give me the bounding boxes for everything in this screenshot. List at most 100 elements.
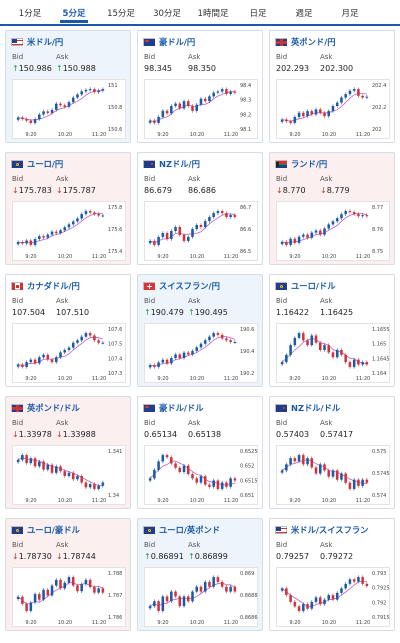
- rate-card[interactable]: NZドル/円 Bid Ask 86.679 86.686 86.7 86.6 86.5 9:20…: [137, 152, 263, 265]
- pair-name[interactable]: NZドル/ドル: [291, 403, 341, 413]
- ask-price: 0.65138: [188, 430, 222, 439]
- candle: [33, 117, 37, 125]
- candle: [195, 103, 199, 113]
- pair-name[interactable]: NZドル/円: [159, 159, 200, 169]
- candle: [361, 94, 364, 100]
- candle: [93, 210, 96, 216]
- x-tick-label: 11:20: [356, 254, 370, 260]
- rate-card[interactable]: 米ドル/円 Bid Ask ↑150.986 ↑150.988 151 150.8 150.6…: [5, 30, 131, 143]
- x-tick-label: 9:20: [157, 376, 168, 382]
- pair-name[interactable]: 豪ドル/円: [159, 37, 196, 47]
- pair-name[interactable]: ユーロ/ドル: [291, 281, 336, 291]
- y-tick-label: 0.574: [372, 493, 386, 499]
- candle: [29, 118, 33, 125]
- rate-card[interactable]: NZドル/ドル Bid Ask 0.57403 0.57417 0.575 0.5745 0.…: [269, 396, 395, 509]
- rate-card[interactable]: 米ドル/スイスフラン Bid Ask 0.79257 0.79272 0.793 0.792…: [269, 518, 395, 631]
- bid-label: Bid: [144, 541, 156, 549]
- pair-name[interactable]: 米ドル/円: [27, 37, 64, 47]
- ask-value: ↓1.78744: [56, 552, 96, 561]
- card-header: 米ドル/円: [11, 36, 63, 48]
- candle: [323, 226, 326, 237]
- chart-canvas: 1.341 1.34 9:20 10:20 11:20: [16, 449, 122, 504]
- y-tick-label: 1.788: [108, 571, 122, 577]
- candlestick-chart[interactable]: 1.1655 1.165 1.1645 1.164 9:20 10:20 11:20: [276, 323, 390, 383]
- rate-card[interactable]: スイスフラン/円 Bid Ask ↑190.479 ↑190.495 190.6 190.4…: [137, 274, 263, 387]
- pair-name[interactable]: 英ポンド/円: [291, 37, 336, 47]
- candle: [63, 469, 67, 478]
- candlestick-chart[interactable]: 0.575 0.5745 0.574 9:20 10:20 11:20: [276, 445, 390, 505]
- candlestick-chart[interactable]: 8.77 8.76 8.75 9:20 10:20 11:20: [276, 201, 390, 261]
- candlestick-chart[interactable]: 1.341 1.34 9:20 10:20 11:20: [12, 445, 126, 505]
- tab-weekly[interactable]: 週足: [295, 9, 313, 19]
- y-tick-label: 86.7: [240, 205, 251, 211]
- candle: [25, 453, 28, 465]
- x-tick-label: 9:20: [157, 498, 168, 504]
- x-tick-label: 11:20: [356, 498, 370, 504]
- bid-price: 0.57403: [276, 430, 310, 439]
- candle: [182, 350, 186, 360]
- y-tick-label: 150.8: [108, 105, 122, 111]
- candlestick-chart[interactable]: 175.8 175.6 175.4 9:20 10:20 11:20: [12, 201, 126, 261]
- candlestick-chart[interactable]: 1.788 1.787 1.786 9:20 10:20 11:20: [12, 567, 126, 627]
- candlestick-chart[interactable]: 202.4 202.2 202 9:20 10:20 11:20: [276, 79, 390, 139]
- ask-price: 1.78744: [62, 552, 96, 561]
- tab-monthly[interactable]: 月足: [341, 9, 359, 19]
- bid-label: Bid: [12, 419, 24, 427]
- candle: [318, 228, 322, 237]
- pair-name[interactable]: ユーロ/円: [27, 159, 64, 169]
- pair-name[interactable]: 米ドル/スイスフラン: [291, 525, 369, 535]
- candle: [84, 480, 88, 490]
- candlestick-chart[interactable]: 0.793 0.7925 0.792 0.7915 9:20 10:20 11:20: [276, 567, 390, 627]
- candle: [314, 333, 318, 345]
- candlestick-chart[interactable]: 86.7 86.6 86.5 9:20 10:20 11:20: [144, 201, 258, 261]
- rate-card[interactable]: ユーロ/ドル Bid Ask 1.16422 1.16425 1.1655 1.165 1.1…: [269, 274, 395, 387]
- candlestick-chart[interactable]: 0.6525 0.652 0.6515 0.651 9:20 10:20 11:20: [144, 445, 258, 505]
- candlestick-chart[interactable]: 0.869 0.8688 0.8686 9:20 10:20 11:20: [144, 567, 258, 627]
- pair-name[interactable]: ランド/円: [291, 159, 328, 169]
- candle: [306, 338, 309, 347]
- rate-card[interactable]: ユーロ/英ポンド Bid Ask ↑0.86891 ↑0.86899 0.869 0.868…: [137, 518, 263, 631]
- rate-card[interactable]: カナダドル/円 Bid Ask 107.504 107.510 107.6 107.5 107…: [5, 274, 131, 387]
- candle: [50, 229, 54, 237]
- pair-name[interactable]: ユーロ/豪ドル: [27, 525, 80, 535]
- tab-30min[interactable]: 30分足: [153, 9, 181, 19]
- moving-average-line: [149, 460, 235, 486]
- candlestick-chart[interactable]: 107.6 107.5 107.4 107.3 9:20 10:20 11:20: [12, 323, 126, 383]
- tab-1hour[interactable]: 1時間足: [197, 9, 229, 19]
- rate-card[interactable]: 豪ドル/ドル Bid Ask 0.65134 0.65138 0.6525 0.652 0.6…: [137, 396, 263, 509]
- y-tick-label: 175.8: [108, 205, 122, 211]
- tab-15min[interactable]: 15分足: [107, 9, 135, 19]
- candle: [340, 471, 343, 482]
- tab-5min[interactable]: 5分足: [52, 7, 96, 23]
- card-header: ユーロ/豪ドル: [11, 524, 80, 536]
- candlestick-chart[interactable]: 190.6 190.4 190.2 9:20 10:20 11:20: [144, 323, 258, 383]
- candle: [297, 111, 301, 119]
- candle: [225, 87, 228, 96]
- rate-card[interactable]: 英ポンド/円 Bid Ask 202.293 202.300 202.4 202.2 202 9…: [269, 30, 395, 143]
- gb-flag: [11, 404, 23, 412]
- candle: [340, 95, 343, 105]
- candle: [186, 594, 190, 604]
- pair-name[interactable]: スイスフラン/円: [159, 281, 220, 291]
- candlestick-chart[interactable]: 98.4 98.3 98.2 98.1 9:20 10:20 11:20: [144, 79, 258, 139]
- candle: [157, 599, 160, 613]
- candle: [306, 232, 309, 240]
- pair-name[interactable]: カナダドル/円: [27, 281, 80, 291]
- candlestick-chart[interactable]: 151 150.8 150.6 9:20 10:20 11:20: [12, 79, 126, 139]
- tab-1min[interactable]: 1分足: [18, 9, 42, 19]
- rate-card[interactable]: ランド/円 Bid Ask ↓8.770 ↓8.779 8.77 8.76 8.75 9:20 1…: [269, 152, 395, 265]
- za-flag: [275, 160, 287, 168]
- rate-card[interactable]: ユーロ/豪ドル Bid Ask ↓1.78730 ↓1.78744 1.788 1.787 1…: [5, 518, 131, 631]
- rate-card[interactable]: ユーロ/円 Bid Ask ↓175.783 ↓175.787 175.8 175.6 175…: [5, 152, 131, 265]
- rate-card[interactable]: 英ポンド/ドル Bid Ask ↓1.33978 ↓1.33988 1.341 1.34 9:…: [5, 396, 131, 509]
- rate-card[interactable]: 豪ドル/円 Bid Ask 98.345 98.350 98.4 98.3 98.2 98.1 9…: [137, 30, 263, 143]
- candle: [285, 353, 288, 364]
- candle: [42, 109, 45, 117]
- pair-name[interactable]: ユーロ/英ポンド: [159, 525, 221, 535]
- candle: [220, 580, 224, 589]
- candle: [216, 478, 220, 491]
- pair-name[interactable]: 英ポンド/ドル: [27, 403, 80, 413]
- y-tick-label: 0.5745: [372, 471, 390, 477]
- pair-name[interactable]: 豪ドル/ドル: [159, 403, 204, 413]
- tab-daily[interactable]: 日足: [249, 9, 267, 19]
